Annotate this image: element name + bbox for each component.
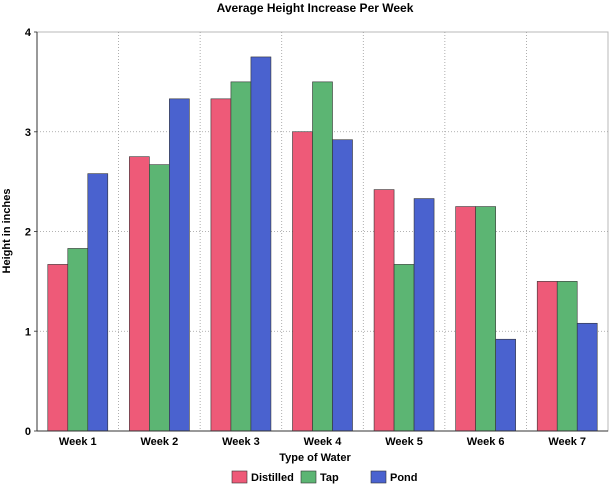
bar-pond-1 <box>87 173 109 432</box>
x-tick-label: Week 1 <box>59 436 97 448</box>
x-tick-label: Week 5 <box>385 436 423 448</box>
bar-tap-2 <box>149 164 170 432</box>
axes: 0 1 2 3 4 Week 1 Week 2 Week 3 Week 4 Week 5 Week … <box>25 27 608 448</box>
bar-tap-3 <box>230 81 252 432</box>
y-tick-label: 0 <box>25 426 31 438</box>
bar-pond-2 <box>169 98 190 432</box>
y-axis-label: Height in inches <box>1 189 13 274</box>
bar-tap-7 <box>556 281 578 432</box>
bar-pond-6 <box>495 338 516 432</box>
bar-pond-4 <box>332 139 353 432</box>
x-tick-label: Week 4 <box>304 436 343 448</box>
x-tick-label: Week 3 <box>222 436 260 448</box>
y-tick-label: 1 <box>25 326 31 338</box>
bar-tap-1 <box>67 248 89 432</box>
y-tick-label: 3 <box>25 127 31 139</box>
x-tick-label: Week 6 <box>467 436 505 448</box>
bars <box>47 56 598 432</box>
legend-swatch-pond <box>370 470 387 484</box>
bar-distilled-1 <box>47 264 69 432</box>
legend: Distilled Tap Pond <box>231 470 418 484</box>
legend-label-distilled: Distilled <box>251 472 294 484</box>
bar-pond-3 <box>250 56 272 432</box>
bar-distilled-5 <box>373 189 395 432</box>
legend-label-pond: Pond <box>390 472 418 484</box>
legend-label-tap: Tap <box>320 472 339 484</box>
x-tick-label: Week 2 <box>140 436 178 448</box>
y-tick-label: 4 <box>25 27 32 39</box>
bar-distilled-2 <box>129 156 150 432</box>
bar-distilled-6 <box>455 206 476 432</box>
x-tick-label: Week 7 <box>548 436 586 448</box>
bar-distilled-7 <box>536 281 558 432</box>
y-tick-label: 2 <box>25 227 31 239</box>
bar-pond-5 <box>413 198 435 432</box>
bar-tap-5 <box>393 264 415 432</box>
x-axis-label: Type of Water <box>279 452 351 464</box>
bar-tap-4 <box>312 81 333 432</box>
bar-distilled-3 <box>210 98 232 432</box>
bar-distilled-4 <box>292 131 313 432</box>
legend-swatch-distilled <box>231 470 248 484</box>
legend-swatch-tap <box>300 470 317 484</box>
bar-pond-7 <box>576 322 598 432</box>
bar-tap-6 <box>475 206 496 432</box>
chart-title: Average Height Increase Per Week <box>217 1 414 15</box>
